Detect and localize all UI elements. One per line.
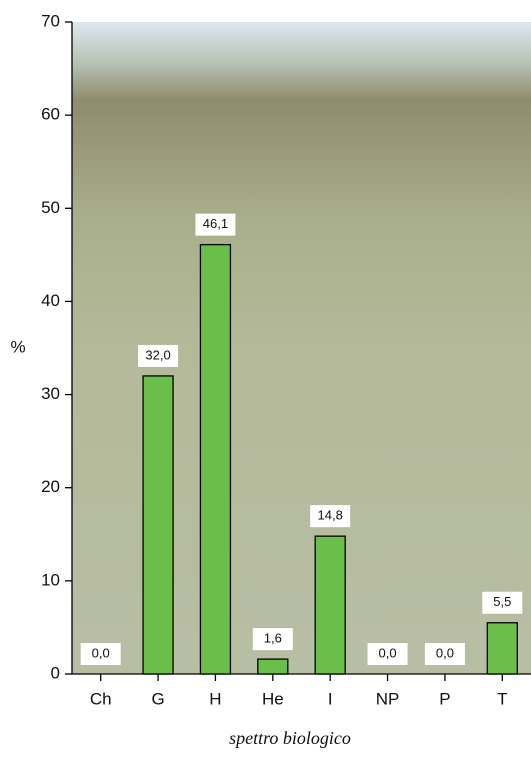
value-label-box [138, 344, 179, 367]
x-tick-label: Ch [90, 689, 112, 708]
value-label-box [424, 643, 465, 665]
y-tick-label: 0 [51, 663, 60, 682]
value-label-box [367, 643, 408, 665]
x-axis-label: spettro biologico [229, 728, 351, 748]
bar [314, 535, 346, 675]
value-label: 32,0 [145, 347, 170, 362]
bar [257, 658, 289, 675]
y-tick-label: 20 [41, 477, 60, 496]
y-tick-label: 30 [41, 384, 60, 403]
value-label: 5,5 [493, 594, 511, 609]
x-tick-label: T [497, 689, 507, 708]
value-label: 1,6 [264, 631, 282, 646]
x-tick-label: G [151, 689, 164, 708]
y-tick-label: 40 [41, 291, 60, 310]
value-label: 0,0 [92, 645, 110, 660]
value-label: 14,8 [318, 508, 343, 523]
y-tick-label: 50 [41, 198, 60, 217]
x-tick-label: He [262, 689, 284, 708]
y-tick-label: 70 [41, 11, 60, 30]
bar [486, 622, 518, 675]
value-label: 46,1 [203, 216, 228, 231]
x-tick-label: H [209, 689, 221, 708]
value-label-box [252, 628, 293, 651]
x-tick-label: P [439, 689, 450, 708]
value-label-box [482, 591, 523, 614]
x-tick-label: NP [376, 689, 400, 708]
value-label: 0,0 [436, 645, 454, 660]
y-tick-label: 10 [41, 570, 60, 589]
y-axis-label: % [10, 337, 25, 356]
value-label-box [80, 643, 121, 665]
value-label-box [195, 213, 236, 236]
value-label-box [310, 505, 351, 528]
y-tick-label: 60 [41, 105, 60, 124]
bar [142, 375, 174, 675]
bar [199, 243, 232, 675]
value-label: 0,0 [379, 645, 397, 660]
x-tick-label: I [328, 689, 333, 708]
